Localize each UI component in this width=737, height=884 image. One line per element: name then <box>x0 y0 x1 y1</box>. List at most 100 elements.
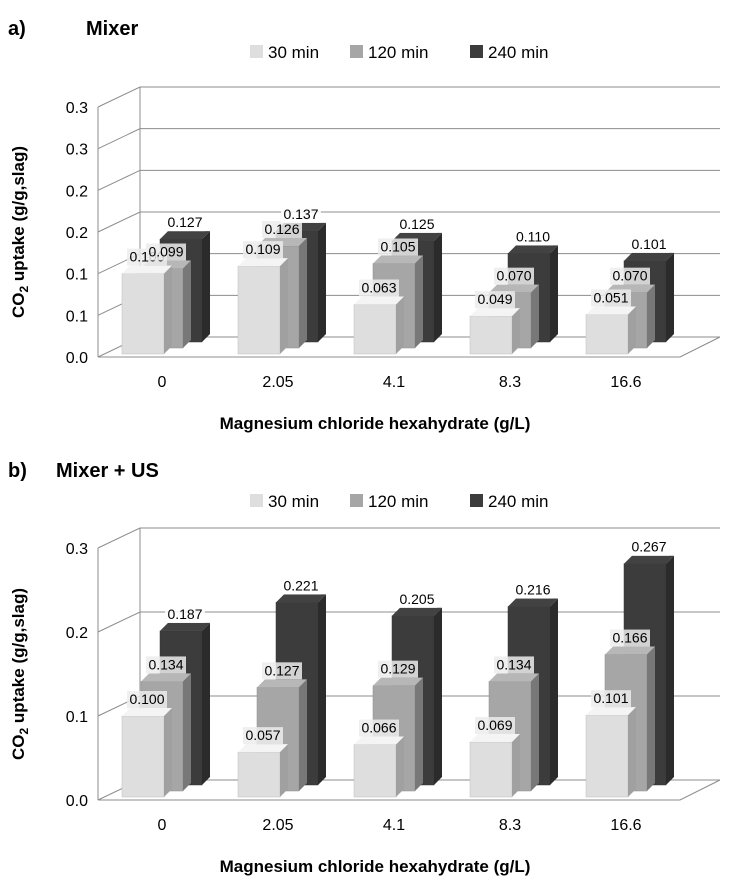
y-tick-label: 0.3 <box>66 100 88 117</box>
bar <box>121 265 172 355</box>
y-tick-label: 0.3 <box>66 142 88 159</box>
bar-top <box>354 736 404 745</box>
data-label-bg <box>165 214 205 232</box>
x-tick-label: 16.6 <box>610 817 641 834</box>
bar-front <box>585 314 629 355</box>
bar-side <box>299 238 307 348</box>
data-label-bg <box>378 660 418 678</box>
gridline <box>97 86 720 108</box>
bar <box>121 708 172 798</box>
data-label-bg <box>359 279 399 297</box>
y-tick-label: 0.2 <box>66 625 88 642</box>
legend-swatch <box>350 45 363 58</box>
data-label-bg <box>494 267 534 285</box>
data-label: 0.101 <box>631 236 666 252</box>
legend: 30 min 120 min 240 min <box>250 492 548 511</box>
y-tick-label: 0.1 <box>66 709 88 726</box>
data-label: 0.057 <box>245 727 280 743</box>
bar-front <box>469 315 513 355</box>
bar-top <box>586 707 636 716</box>
y-axis-title-part: CO <box>9 734 28 760</box>
gridline <box>97 527 720 549</box>
bar-side <box>318 222 326 342</box>
bar-top <box>605 646 655 655</box>
bar-side <box>434 607 442 785</box>
bar-side <box>183 260 191 348</box>
bar-side <box>280 258 288 354</box>
data-label: 0.126 <box>264 221 299 237</box>
data-label-bg <box>475 717 515 735</box>
data-label: 0.099 <box>148 244 183 260</box>
data-label-bg <box>378 238 418 256</box>
x-axis-title: Magnesium chloride hexahydrate (g/L) <box>220 857 531 876</box>
bar-side <box>415 677 423 791</box>
data-label: 0.205 <box>399 591 434 607</box>
data-label: 0.100 <box>129 691 164 707</box>
bar-top <box>122 265 172 274</box>
data-label: 0.109 <box>245 241 280 257</box>
data-label-bg <box>397 215 437 233</box>
bar-top <box>238 258 288 267</box>
data-label-bg <box>146 243 186 261</box>
gridline <box>97 128 720 150</box>
data-label-bg <box>243 241 283 259</box>
data-label: 0.049 <box>477 291 512 307</box>
x-tick-label: 0 <box>158 374 167 391</box>
x-tick-label: 0 <box>158 817 167 834</box>
legend-swatch <box>350 494 363 507</box>
y-axis-title: CO2 uptake (g/g,slag) <box>9 146 31 318</box>
y-tick-label: 0.3 <box>66 541 88 558</box>
bar-side <box>666 252 674 342</box>
data-label-bg <box>127 691 167 708</box>
y-tick-label: 0.2 <box>66 183 88 200</box>
x-tick-label: 2.05 <box>262 817 293 834</box>
data-label: 0.221 <box>283 577 318 593</box>
y-axis-title-part: CO <box>9 292 28 318</box>
data-label: 0.063 <box>361 280 396 296</box>
data-label: 0.129 <box>380 661 415 677</box>
data-label-bg <box>591 289 631 307</box>
bar <box>585 707 636 798</box>
bar-top <box>160 231 210 240</box>
bar-side <box>666 555 674 785</box>
bar-front <box>121 715 165 798</box>
data-label-bg <box>165 605 205 623</box>
bar-top <box>470 734 520 743</box>
y-ticks: 0.0 0.1 0.2 0.3 <box>66 541 88 810</box>
bar <box>585 306 636 355</box>
data-label-bg <box>359 719 399 737</box>
bar <box>237 744 288 798</box>
bar-side <box>531 284 539 348</box>
data-label: 0.127 <box>264 662 299 678</box>
bar-side <box>164 708 172 797</box>
data-label: 0.134 <box>148 656 183 672</box>
bar-side <box>434 232 442 342</box>
legend: 30 min 120 min 240 min <box>250 43 548 62</box>
bar-front <box>585 714 629 798</box>
bar-side <box>202 231 210 342</box>
data-label: 0.127 <box>167 214 202 230</box>
bar-side <box>550 598 558 785</box>
legend-swatch <box>250 494 263 507</box>
data-label: 0.216 <box>515 582 550 598</box>
bar-top <box>354 296 404 305</box>
y-axis-title-part: uptake (g/g,slag) <box>9 588 28 728</box>
bar-side <box>512 308 520 354</box>
x-tick-label: 8.3 <box>499 817 521 834</box>
bar <box>237 258 288 355</box>
data-label-bg <box>262 221 302 238</box>
legend-entry: 120 min <box>368 492 428 511</box>
bar-top <box>624 252 674 261</box>
gridlines <box>97 86 721 358</box>
data-label-bg <box>513 581 553 599</box>
bar-side <box>550 245 558 342</box>
bar-top <box>489 284 539 293</box>
bar-side <box>531 673 539 791</box>
x-tick-label: 16.6 <box>610 374 641 391</box>
data-label-bg <box>629 235 669 253</box>
bar-front <box>237 265 281 355</box>
chart-title: Mixer <box>86 18 138 40</box>
legend-entry: 30 min <box>268 43 319 62</box>
